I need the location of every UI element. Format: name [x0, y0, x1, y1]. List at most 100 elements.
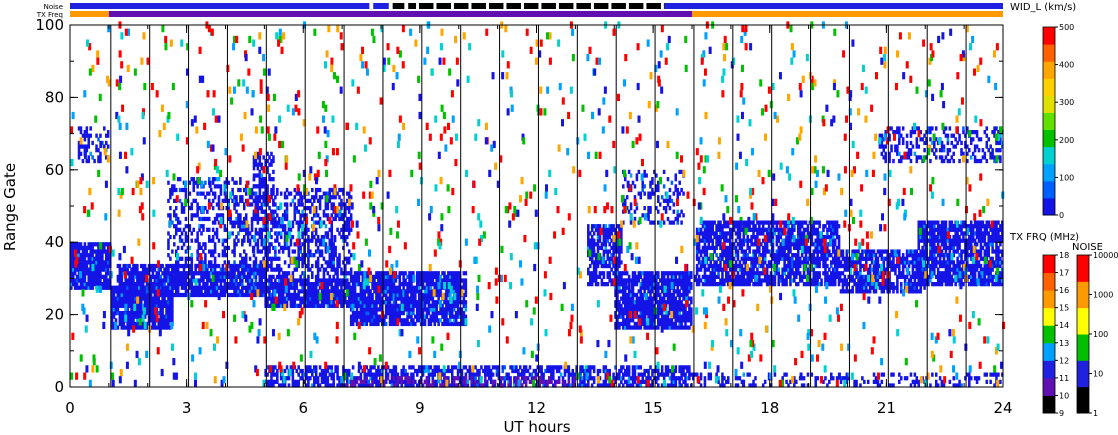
data-cell [616, 318, 619, 323]
data-cell [351, 282, 355, 287]
data-cell [159, 285, 162, 290]
data-cell [344, 213, 347, 218]
data-cell [184, 260, 188, 265]
data-cell [272, 245, 275, 251]
data-cell [750, 238, 753, 243]
data-cell [104, 271, 108, 276]
data-cell [79, 285, 83, 290]
data-cell [623, 202, 627, 207]
data-cell [299, 282, 302, 287]
data-cell [128, 310, 131, 316]
data-cell [627, 282, 631, 287]
data-cell [398, 296, 402, 301]
data-cell [699, 238, 703, 243]
data-cell [208, 289, 211, 294]
data-cell [293, 303, 297, 308]
data-cell [124, 278, 127, 283]
data-cell [281, 282, 285, 287]
data-cell [742, 220, 746, 225]
data-cell [338, 289, 341, 294]
data-cell [707, 263, 711, 269]
data-cell [600, 282, 604, 287]
data-cell [349, 314, 353, 319]
data-cell [171, 303, 174, 308]
data-cell [151, 307, 155, 312]
data-cell [758, 282, 761, 287]
data-cell [182, 227, 186, 232]
data-cell [87, 256, 91, 261]
data-cell [204, 271, 207, 276]
data-cell [264, 249, 267, 254]
data-cell [124, 292, 127, 298]
data-cell [425, 300, 429, 305]
data-cell [192, 198, 195, 203]
data-cell [136, 278, 139, 283]
data-cell [627, 169, 631, 175]
data-cell [229, 282, 232, 287]
data-cell [662, 274, 666, 279]
data-cell [458, 300, 462, 305]
data-cell [188, 227, 192, 232]
data-cell [460, 318, 464, 323]
data-cell [596, 282, 600, 287]
data-cell [103, 263, 106, 269]
data-cell [118, 263, 122, 269]
data-cell [421, 307, 425, 312]
data-cell [421, 310, 425, 316]
data-cell [276, 256, 279, 261]
data-cell [287, 253, 291, 258]
data-cell [233, 245, 236, 251]
data-cell [651, 289, 654, 294]
data-cell [384, 278, 388, 283]
data-cell [396, 285, 400, 290]
data-cell [625, 271, 629, 276]
data-cell [604, 263, 608, 269]
data-cell [758, 263, 761, 269]
data-cell [625, 292, 629, 298]
data-cell [660, 274, 664, 279]
data-cell [270, 216, 273, 222]
data-cell [347, 216, 351, 222]
data-cell [311, 253, 314, 258]
data-cell [674, 187, 678, 193]
data-cell [202, 191, 205, 196]
data-cell [211, 234, 215, 240]
data-cell [77, 242, 81, 247]
data-cell [114, 296, 118, 301]
data-cell [353, 296, 357, 301]
data-cell [266, 195, 269, 200]
data-cell [157, 278, 161, 283]
data-cell [353, 318, 357, 323]
data-cell [235, 278, 238, 283]
data-cell [462, 296, 466, 301]
data-cell [709, 263, 713, 269]
data-cell [641, 321, 645, 327]
data-cell [435, 300, 438, 305]
data-cell [139, 263, 143, 269]
data-cell [312, 285, 316, 290]
data-cell [791, 278, 794, 283]
data-cell [744, 220, 748, 225]
data-cell [588, 282, 592, 287]
data-cell [130, 321, 133, 327]
data-cell [674, 282, 678, 287]
data-cell [139, 314, 143, 319]
data-cell [439, 307, 442, 312]
data-cell [658, 285, 662, 290]
data-cell [314, 195, 318, 200]
data-cell [705, 234, 709, 240]
data-cell [723, 253, 726, 258]
data-cell [386, 274, 390, 279]
data-cell [254, 227, 258, 232]
data-cell [316, 220, 320, 225]
data-cell [262, 184, 265, 189]
data-cell [340, 278, 343, 283]
data-cell [285, 231, 289, 236]
data-cell [260, 292, 264, 298]
data-cell [682, 292, 685, 298]
data-cell [147, 282, 151, 287]
data-cell [390, 278, 394, 283]
data-cell [742, 231, 746, 236]
data-cell [254, 285, 258, 290]
